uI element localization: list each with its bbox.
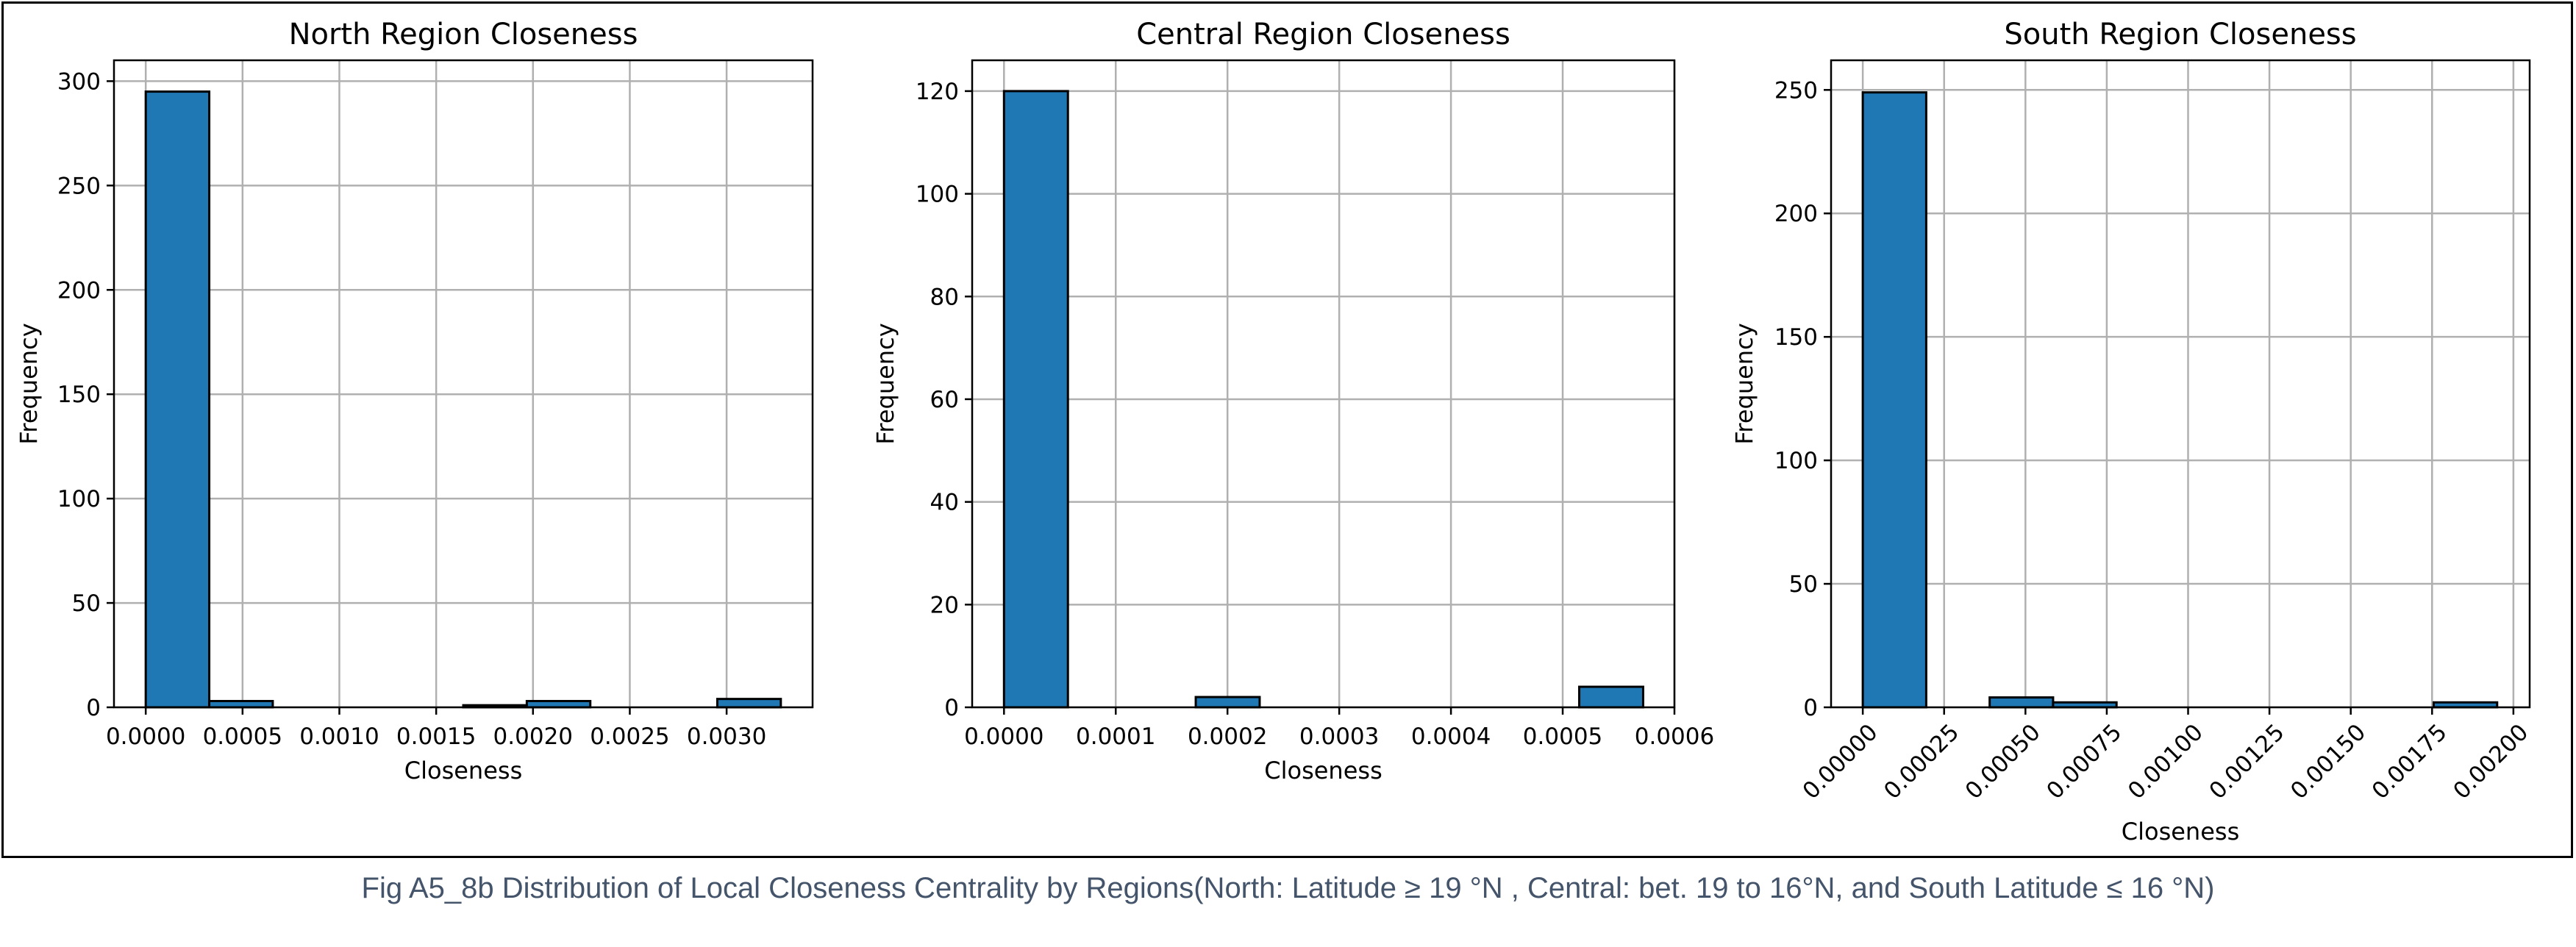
x-tick-label: 0.0002 xyxy=(1188,723,1267,750)
plot-frame xyxy=(113,59,814,709)
y-tick-label: 0 xyxy=(944,695,959,721)
x-tick-label: 0.00075 xyxy=(2041,719,2127,804)
x-tick-label: 0.00050 xyxy=(1960,719,2046,804)
y-tick-label: 250 xyxy=(1774,77,1818,104)
x-tick-label: 0.00125 xyxy=(2204,719,2289,804)
x-tick-label: 0.0006 xyxy=(1635,723,1714,750)
charts-svg: 0.0000 0.0005 0.0010 0.0015 0.0020 0.0025 0.00… xyxy=(15,18,2533,846)
y-tick-label: 120 xyxy=(916,79,959,105)
histogram-bar xyxy=(1002,90,1069,709)
figure-frame: 0.0000 0.0005 0.0010 0.0015 0.0020 0.0025 0.00… xyxy=(1,1,2573,858)
x-axis-label: Closeness xyxy=(404,757,522,785)
y-tick-label: 80 xyxy=(930,284,959,310)
plot-frame xyxy=(971,59,1676,709)
x-tick-label: 0.00025 xyxy=(1879,719,1964,804)
chart-title: Central Region Closeness xyxy=(1136,18,1510,51)
y-tick-label: 300 xyxy=(57,68,101,95)
x-tick-label: 0.0000 xyxy=(964,723,1043,750)
x-tick-label: 0.0005 xyxy=(1523,723,1602,750)
y-tick-label: 250 xyxy=(57,173,101,199)
y-tick-label: 100 xyxy=(1774,448,1818,474)
y-tick-label: 50 xyxy=(72,590,101,617)
y-tick-label: 100 xyxy=(57,486,101,512)
histogram-bar xyxy=(1578,685,1644,709)
histogram-bar xyxy=(208,699,274,709)
chart-title: North Region Closeness xyxy=(289,18,638,51)
y-axis-label: Frequency xyxy=(1730,323,1758,444)
x-tick-label: 0.0003 xyxy=(1299,723,1379,750)
plot-frame xyxy=(1830,59,2531,709)
y-tick-label: 150 xyxy=(57,382,101,408)
y-tick-label: 20 xyxy=(930,592,959,618)
histogram-bar xyxy=(525,699,592,709)
y-tick-label: 100 xyxy=(916,182,959,208)
histogram-bar xyxy=(144,90,211,709)
chart-1: 0.0000 0.0001 0.0002 0.0003 0.0004 0.0005 0.00… xyxy=(871,18,1714,785)
x-axis-label: Closeness xyxy=(2122,818,2239,846)
x-tick-label: 0.00150 xyxy=(2286,719,2371,804)
y-tick-label: 50 xyxy=(1789,571,1818,598)
x-tick-label: 0.00000 xyxy=(1798,719,1883,804)
chart-0: 0.0000 0.0005 0.0010 0.0015 0.0020 0.0025 0.00… xyxy=(15,18,814,785)
x-tick-label: 0.00200 xyxy=(2448,719,2533,804)
histogram-bar xyxy=(1194,696,1261,709)
y-tick-label: 60 xyxy=(930,387,959,413)
histogram-bar xyxy=(716,698,782,709)
x-tick-label: 0.0010 xyxy=(299,723,379,750)
histogram-bar xyxy=(1861,91,1927,709)
x-tick-label: 0.0000 xyxy=(106,723,185,750)
figure-caption: Fig A5_8b Distribution of Local Closenes… xyxy=(361,872,2215,904)
x-tick-label: 0.00100 xyxy=(2123,719,2208,804)
y-tick-label: 0 xyxy=(1803,695,1818,721)
x-tick-label: 0.0015 xyxy=(396,723,476,750)
x-tick-label: 0.0020 xyxy=(493,723,573,750)
x-tick-label: 0.0025 xyxy=(590,723,669,750)
chart-2: 0.000000.000250.000500.000750.001000.001… xyxy=(1730,18,2533,846)
x-tick-label: 0.0005 xyxy=(203,723,282,750)
x-axis-label: Closeness xyxy=(1264,757,1382,785)
y-tick-label: 40 xyxy=(930,490,959,516)
y-axis-label: Frequency xyxy=(871,323,899,444)
y-tick-label: 200 xyxy=(1774,201,1818,227)
y-tick-label: 150 xyxy=(1774,324,1818,351)
histogram-bar xyxy=(1988,696,2055,709)
y-tick-label: 0 xyxy=(86,695,101,721)
chart-title: South Region Closeness xyxy=(2004,18,2356,51)
x-tick-label: 0.00175 xyxy=(2367,719,2452,804)
x-tick-label: 0.0004 xyxy=(1411,723,1491,750)
y-axis-label: Frequency xyxy=(15,323,43,444)
x-tick-label: 0.0001 xyxy=(1076,723,1155,750)
x-tick-label: 0.0030 xyxy=(687,723,766,750)
y-tick-label: 200 xyxy=(57,277,101,304)
